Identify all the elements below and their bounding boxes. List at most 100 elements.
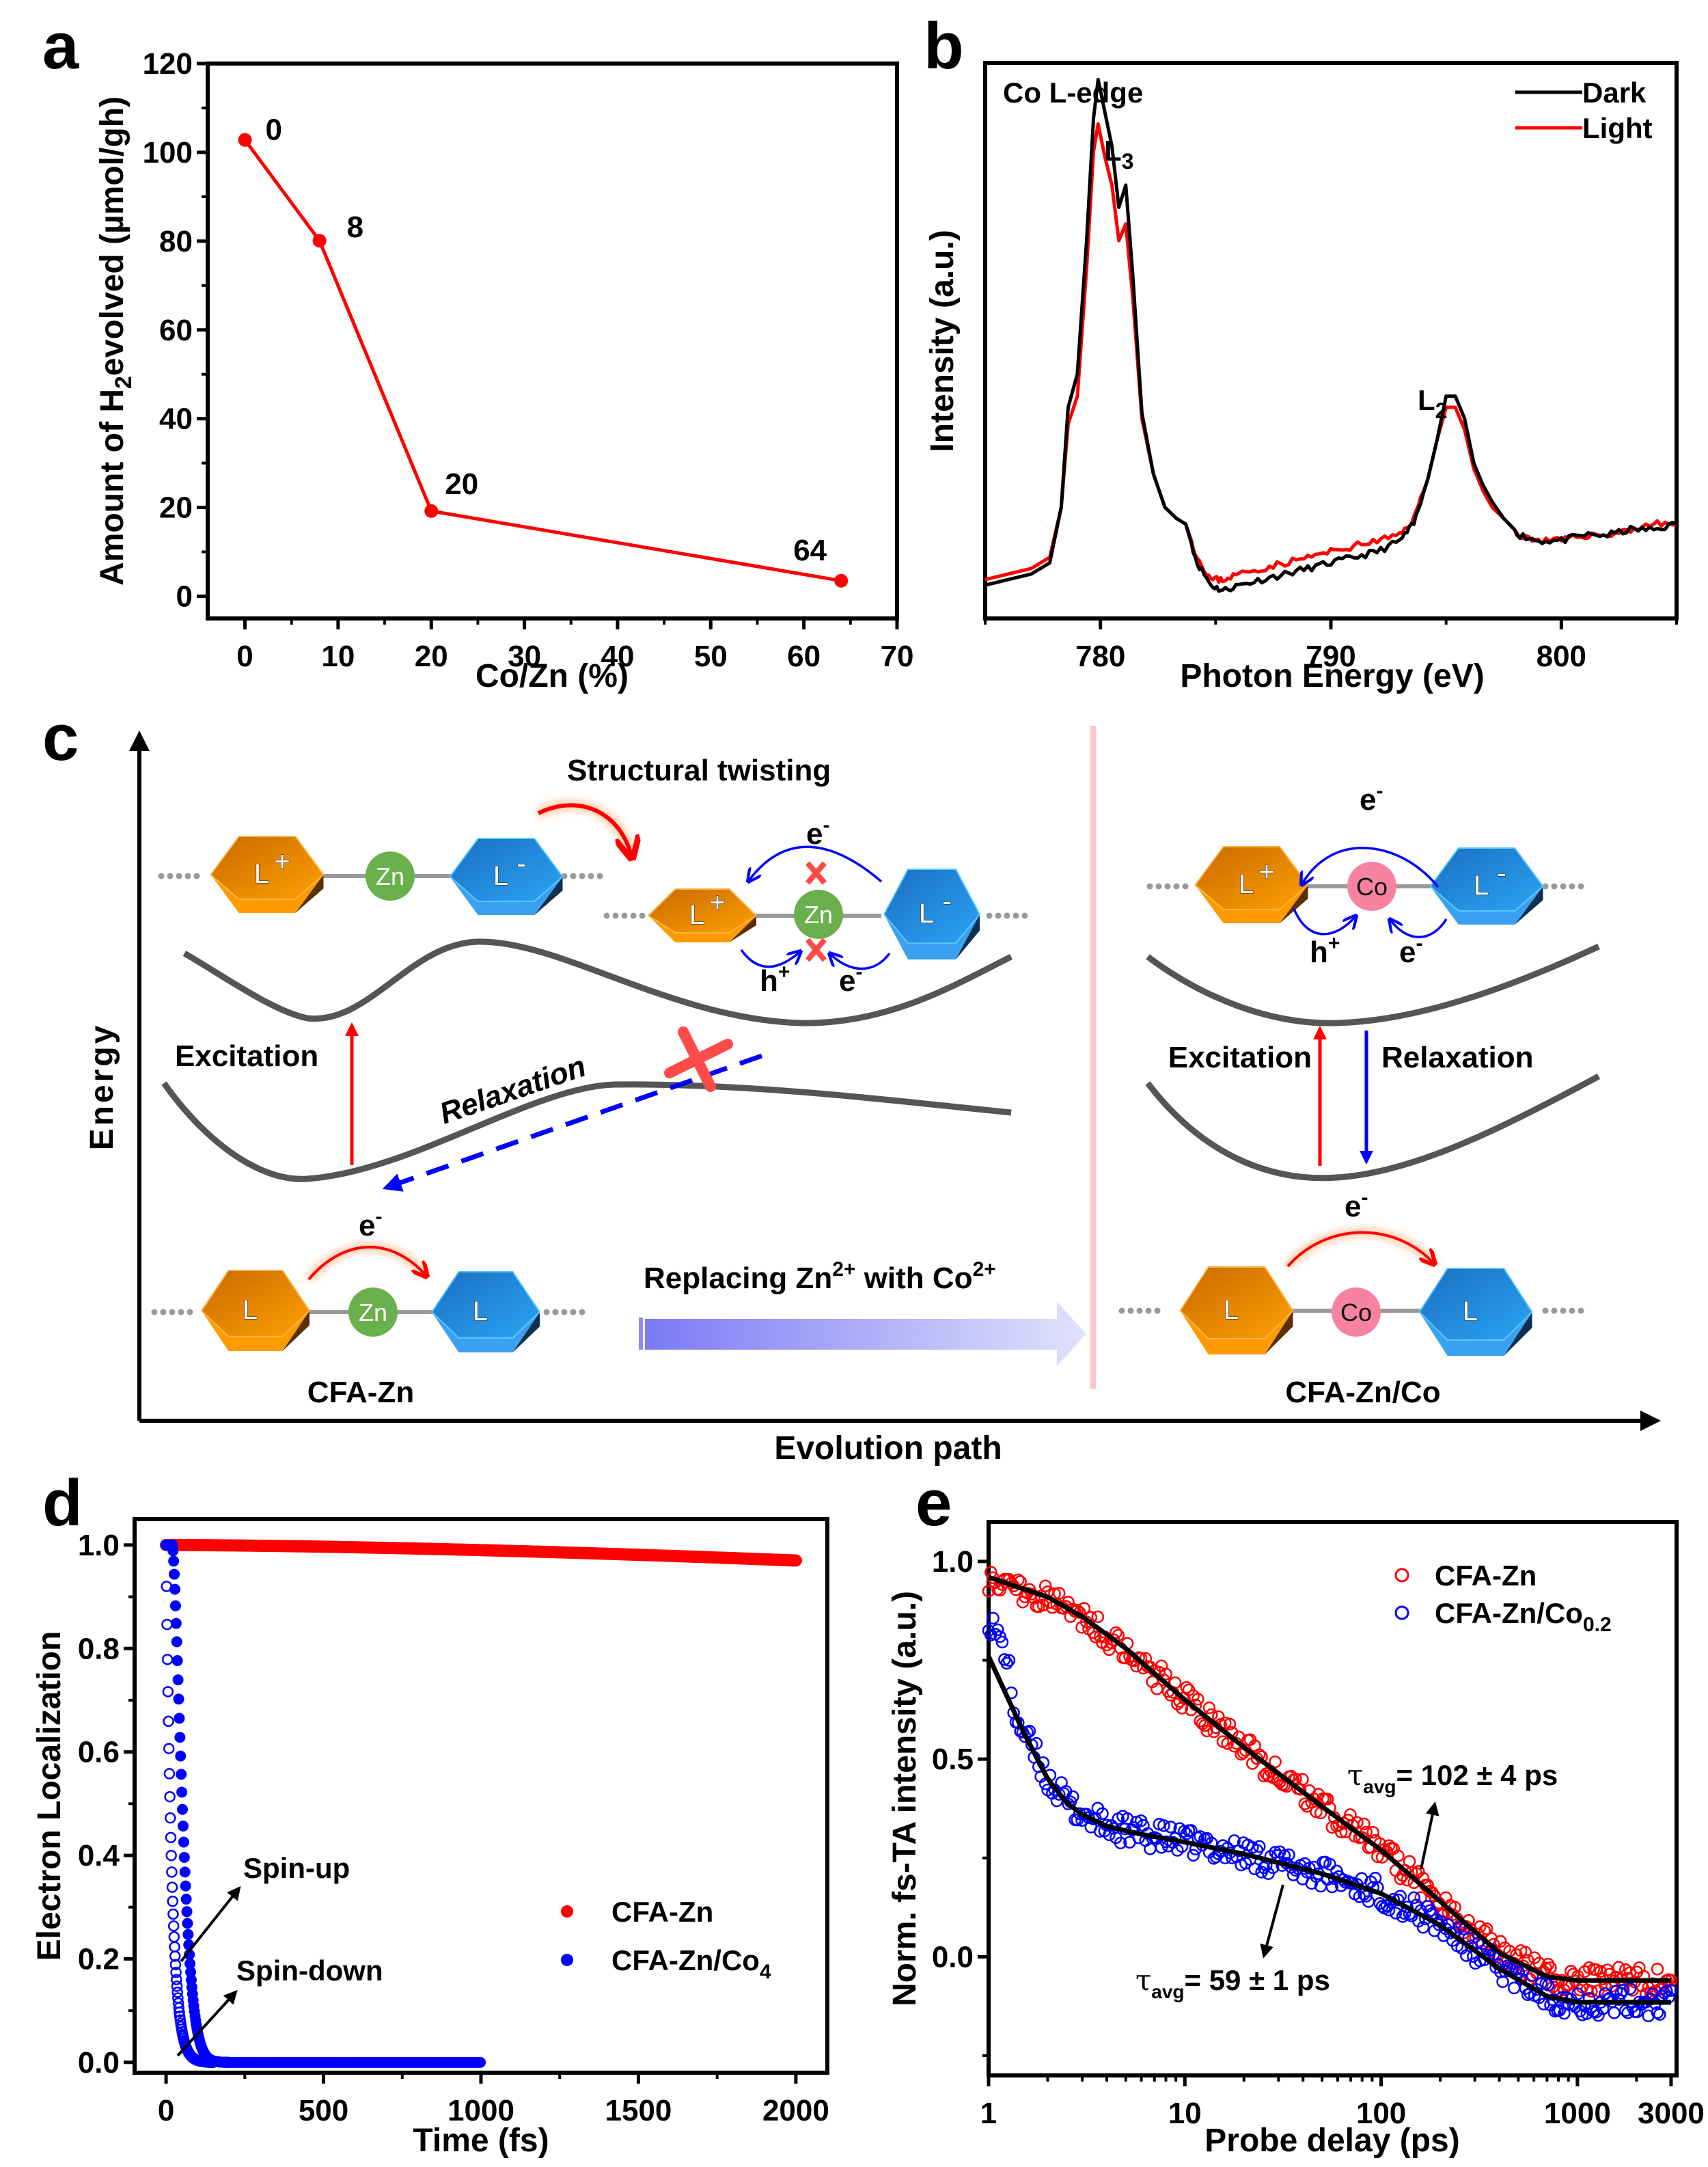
series-b	[984, 77, 1677, 593]
data-point-spin-up	[180, 1880, 191, 1892]
ligand-label: L	[1224, 1295, 1239, 1325]
tau-arrow-cfa-zn-co	[1260, 1884, 1284, 1959]
data-point-spin-up	[185, 1966, 197, 1978]
data-point-cfa-zn-co	[1368, 1872, 1382, 1885]
ground-state-curve-right	[1145, 1074, 1601, 1182]
x-tick-label: 1000	[1544, 2097, 1611, 2130]
data-point-cfa-zn-co	[1382, 1903, 1396, 1917]
data-point-spin-down	[163, 1715, 174, 1728]
metal-node	[366, 851, 415, 901]
ligand-acceptor-ground-co: L	[1418, 1268, 1533, 1356]
data-point-spin-up	[170, 1618, 182, 1629]
chain-dot	[1569, 883, 1575, 890]
divider-line	[1090, 726, 1096, 1389]
y-tick-label: 80	[159, 225, 193, 258]
ligand-donor-ground-zn: L	[200, 1270, 311, 1351]
replacement-arrow	[639, 1302, 1086, 1366]
data-point-spin-down	[171, 1980, 183, 1992]
chain-dot	[561, 873, 568, 880]
data-point-cfa-zn	[1321, 1793, 1334, 1805]
data-point-cfa-zn-co	[1416, 1921, 1430, 1934]
chain-dot	[1136, 1307, 1143, 1314]
hole-transfer-arrow-co	[1293, 908, 1356, 936]
x-tick-label: 500	[299, 2094, 348, 2127]
series-d	[160, 1538, 802, 2068]
series-e	[982, 1566, 1678, 2023]
y-tick-label: 0.0	[78, 2046, 120, 2080]
data-point-label: 64	[793, 534, 827, 567]
data-point	[834, 573, 849, 588]
ligand-label: L	[493, 861, 508, 891]
data-point-spin-up	[174, 1713, 185, 1724]
ligand-charge: -	[942, 886, 951, 916]
y-tick-label: 0.6	[78, 1736, 120, 1769]
chain-dot	[561, 1309, 568, 1316]
data-point-cfa-zn	[1038, 1579, 1052, 1592]
data-point-cfa-zn	[1077, 1602, 1091, 1615]
ligand-donor-co-excited: L +	[1194, 846, 1309, 923]
data-point-cfa-zn	[1334, 1825, 1348, 1838]
x-axis-title-e: Probe delay (ps)	[1204, 2123, 1459, 2159]
data-point-cfa-zn	[1392, 1849, 1405, 1862]
legend-marker-cfa-zn-co02	[1394, 1605, 1409, 1620]
chart-title-b: Co L-edge	[1003, 77, 1143, 109]
chain-dot	[1146, 883, 1153, 890]
tau-label-cfa-zn-co: τavg= 59 ± 1 ps	[1135, 1963, 1330, 2002]
relaxation-label-right: Relaxation	[1381, 1041, 1534, 1074]
data-point-spin-up	[176, 1769, 187, 1780]
y-tick-label: 0.2	[78, 1942, 120, 1976]
x-axis-title-d: Time (fs)	[413, 2123, 549, 2159]
chain-dot	[570, 1309, 577, 1316]
chain-dot	[1578, 883, 1584, 890]
data-point-cfa-zn	[1585, 1985, 1598, 1998]
y-tick-label: 100	[143, 136, 193, 169]
data-point-cfa-zn-co	[1471, 1937, 1485, 1950]
x-tick-label: 1	[980, 2097, 997, 2130]
ligand-acceptor-ground-zn: L	[430, 1271, 541, 1352]
hex-shadow	[282, 1311, 309, 1351]
x-tick-label: 3000	[1638, 2097, 1705, 2130]
chain-dot	[178, 1309, 184, 1316]
data-point-cfa-zn-co	[1444, 1926, 1457, 1939]
axis-ticks-e: 1 10 100 1000 3000 0.0 0.5 1.0	[932, 1545, 1705, 2130]
y-axis-title-b: Intensity (a.u.)	[924, 230, 961, 452]
data-point-cfa-zn	[1612, 1961, 1625, 1974]
chain-dot	[995, 912, 1002, 919]
data-point-spin-up	[184, 1949, 195, 1961]
metal-label: Zn	[359, 1298, 387, 1326]
data-point-cfa-zn	[1296, 1773, 1309, 1786]
data-point-cfa-zn	[1594, 1965, 1607, 1978]
peak-label-l2: L2	[1418, 384, 1447, 423]
metal-node	[1347, 862, 1396, 911]
y-tick-label: 40	[159, 403, 193, 436]
plot-frame-e	[987, 1520, 1679, 2077]
chain-dot	[1004, 912, 1010, 919]
tau-label-cfa-zn: τavg= 102 ± 4 ps	[1347, 1758, 1558, 1797]
metal-co-excited: Co	[1347, 862, 1396, 911]
data-point-spin-up	[181, 1906, 193, 1918]
metal-zn-ground: Zn	[348, 1287, 398, 1337]
data-point-spin-up	[182, 1918, 193, 1929]
data-point-spin-down	[162, 1686, 174, 1698]
y-axis-title-a: Amount of H2evolved (µmol/gh)	[94, 96, 137, 586]
chain-dot	[639, 912, 646, 919]
ligand-acceptor-co-excited: L-	[1429, 847, 1544, 925]
y-tick-label: 20	[159, 491, 193, 525]
data-point-cfa-zn-co	[1178, 1825, 1191, 1838]
ligand-donor-ground-co: L	[1179, 1266, 1294, 1354]
data-point-spin-up	[171, 1655, 183, 1667]
data-point-cfa-zn	[1269, 1755, 1282, 1769]
excitation-label-right: Excitation	[1168, 1041, 1312, 1074]
data-point-cfa-zn-co	[1282, 1848, 1295, 1862]
data-point-cfa-zn	[1519, 1946, 1532, 1959]
structural-twisting-label: Structural twisting	[567, 754, 831, 787]
chain-dot	[158, 873, 165, 880]
data-point-spin-down	[165, 1812, 176, 1824]
data-point-spin-up	[169, 1568, 180, 1580]
data-point-spin-up	[177, 1803, 189, 1815]
data-point-cfa-zn	[1159, 1667, 1172, 1680]
panel-label-e: e	[915, 1467, 952, 1540]
electron-label-twisted-bottom: e-	[839, 961, 862, 998]
data-point-spin-down	[163, 1768, 176, 1780]
